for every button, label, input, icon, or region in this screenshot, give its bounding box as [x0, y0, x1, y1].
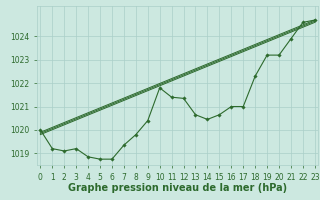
- X-axis label: Graphe pression niveau de la mer (hPa): Graphe pression niveau de la mer (hPa): [68, 183, 287, 193]
